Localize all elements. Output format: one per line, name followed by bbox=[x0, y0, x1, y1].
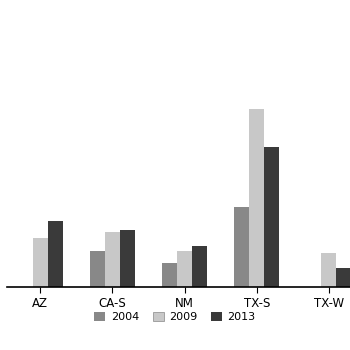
Bar bbox=[33, 238, 48, 287]
Bar bbox=[177, 251, 192, 287]
Bar bbox=[192, 246, 207, 287]
Bar bbox=[120, 230, 135, 287]
Legend: 2004, 2009, 2013: 2004, 2009, 2013 bbox=[90, 307, 260, 327]
Bar bbox=[336, 268, 350, 287]
Text: Years Ending March 31: Years Ending March 31 bbox=[111, 50, 239, 61]
Bar bbox=[321, 253, 336, 287]
Bar bbox=[264, 147, 279, 287]
Bar bbox=[249, 109, 264, 287]
Bar bbox=[90, 251, 105, 287]
Bar bbox=[105, 232, 120, 287]
Bar bbox=[234, 206, 249, 287]
Text: Immigration Defendants Filed in Southwestern Border Districts: Immigration Defendants Filed in Southwes… bbox=[0, 20, 350, 30]
Bar bbox=[48, 221, 63, 287]
Bar bbox=[162, 263, 177, 287]
